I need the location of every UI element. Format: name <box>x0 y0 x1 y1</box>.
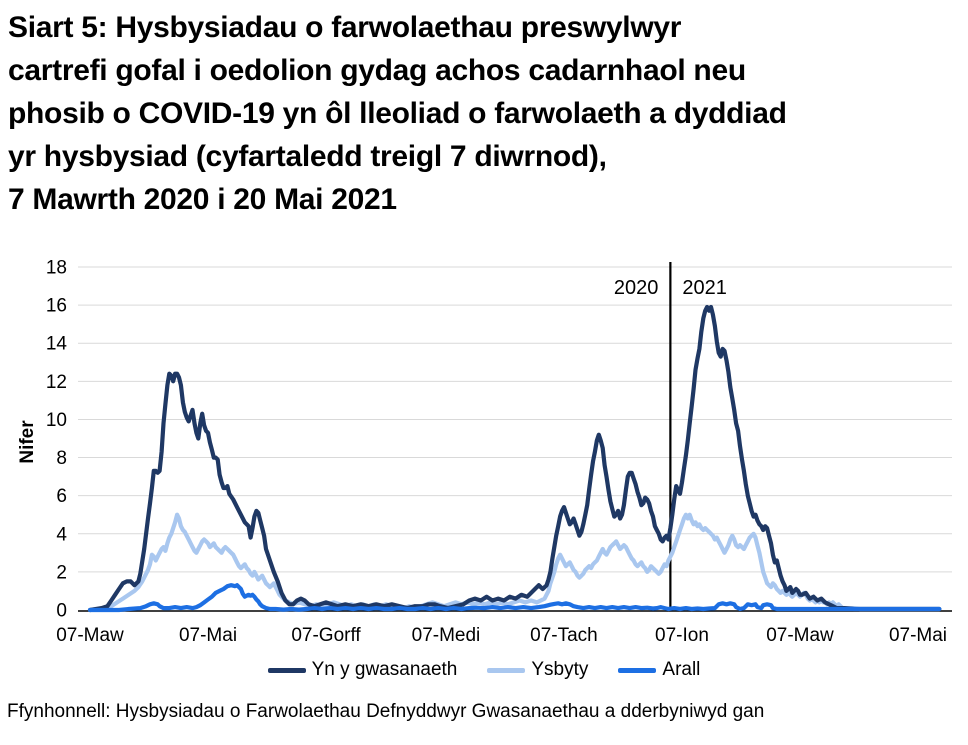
x-tick-label: 07-Maw <box>56 625 124 646</box>
series-line-yn-y-gwasanaeth <box>87 304 942 613</box>
y-tick-label: 10 <box>46 410 67 431</box>
y-tick-label: 12 <box>46 372 67 393</box>
year-label-left: 2020 <box>614 277 659 299</box>
chart-legend: Yn y gwasanaeth Ysbyty Arall <box>0 659 968 681</box>
legend-swatch <box>267 667 306 673</box>
y-tick-label: 0 <box>56 601 67 622</box>
legend-item-ysbyty: Ysbyty <box>487 659 588 681</box>
series-line-arall <box>87 583 942 613</box>
legend-label: Yn y gwasanaeth <box>311 659 458 680</box>
chart-title-line: 7 Mawrth 2020 i 20 Mai 2021 <box>8 183 397 216</box>
x-tick-label: 07-Mai <box>889 625 947 646</box>
y-tick-label: 14 <box>46 334 68 355</box>
x-tick-label: 07-Medi <box>412 625 481 646</box>
legend-swatch <box>487 667 526 673</box>
x-tick-label: 07-Tach <box>530 625 598 646</box>
legend-label: Arall <box>662 659 701 680</box>
chart-title-line: Siart 5: Hysbysiadau o farwolaethau pres… <box>8 11 682 44</box>
x-tick-label: 07-Maw <box>766 625 834 646</box>
x-tick-label: 07-Gorff <box>291 625 361 646</box>
y-tick-label: 8 <box>56 448 67 469</box>
legend-label: Ysbyty <box>531 659 589 680</box>
y-tick-label: 18 <box>46 258 67 279</box>
y-tick-label: 16 <box>46 296 67 317</box>
legend-item-yn-y-gwasanaeth: Yn y gwasanaeth <box>267 659 458 681</box>
y-tick-label: 4 <box>56 524 67 545</box>
chart-title-line: phosib o COVID-19 yn ôl lleoliad o farwo… <box>8 97 787 130</box>
chart-title: Siart 5: Hysbysiadau o farwolaethau pres… <box>8 6 958 221</box>
y-tick-label: 2 <box>56 562 67 583</box>
chart-title-line: yr hysbysiad (cyfartaledd treigl 7 diwrn… <box>8 140 607 173</box>
y-tick-label: 6 <box>56 486 67 507</box>
x-tick-label: 07-Mai <box>179 625 237 646</box>
year-label-right: 2021 <box>682 277 727 299</box>
chart-title-line: cartrefi gofal i oedolion gydag achos ca… <box>8 54 746 87</box>
x-tick-label: 07-Ion <box>655 625 709 646</box>
legend-item-arall: Arall <box>618 659 700 681</box>
source-note: Ffynhonnell: Hysbysiadau o Farwolaethau … <box>7 701 765 722</box>
series-line-ysbyty <box>87 512 942 613</box>
legend-swatch <box>618 667 657 673</box>
y-axis-title: Nifer <box>17 420 38 464</box>
